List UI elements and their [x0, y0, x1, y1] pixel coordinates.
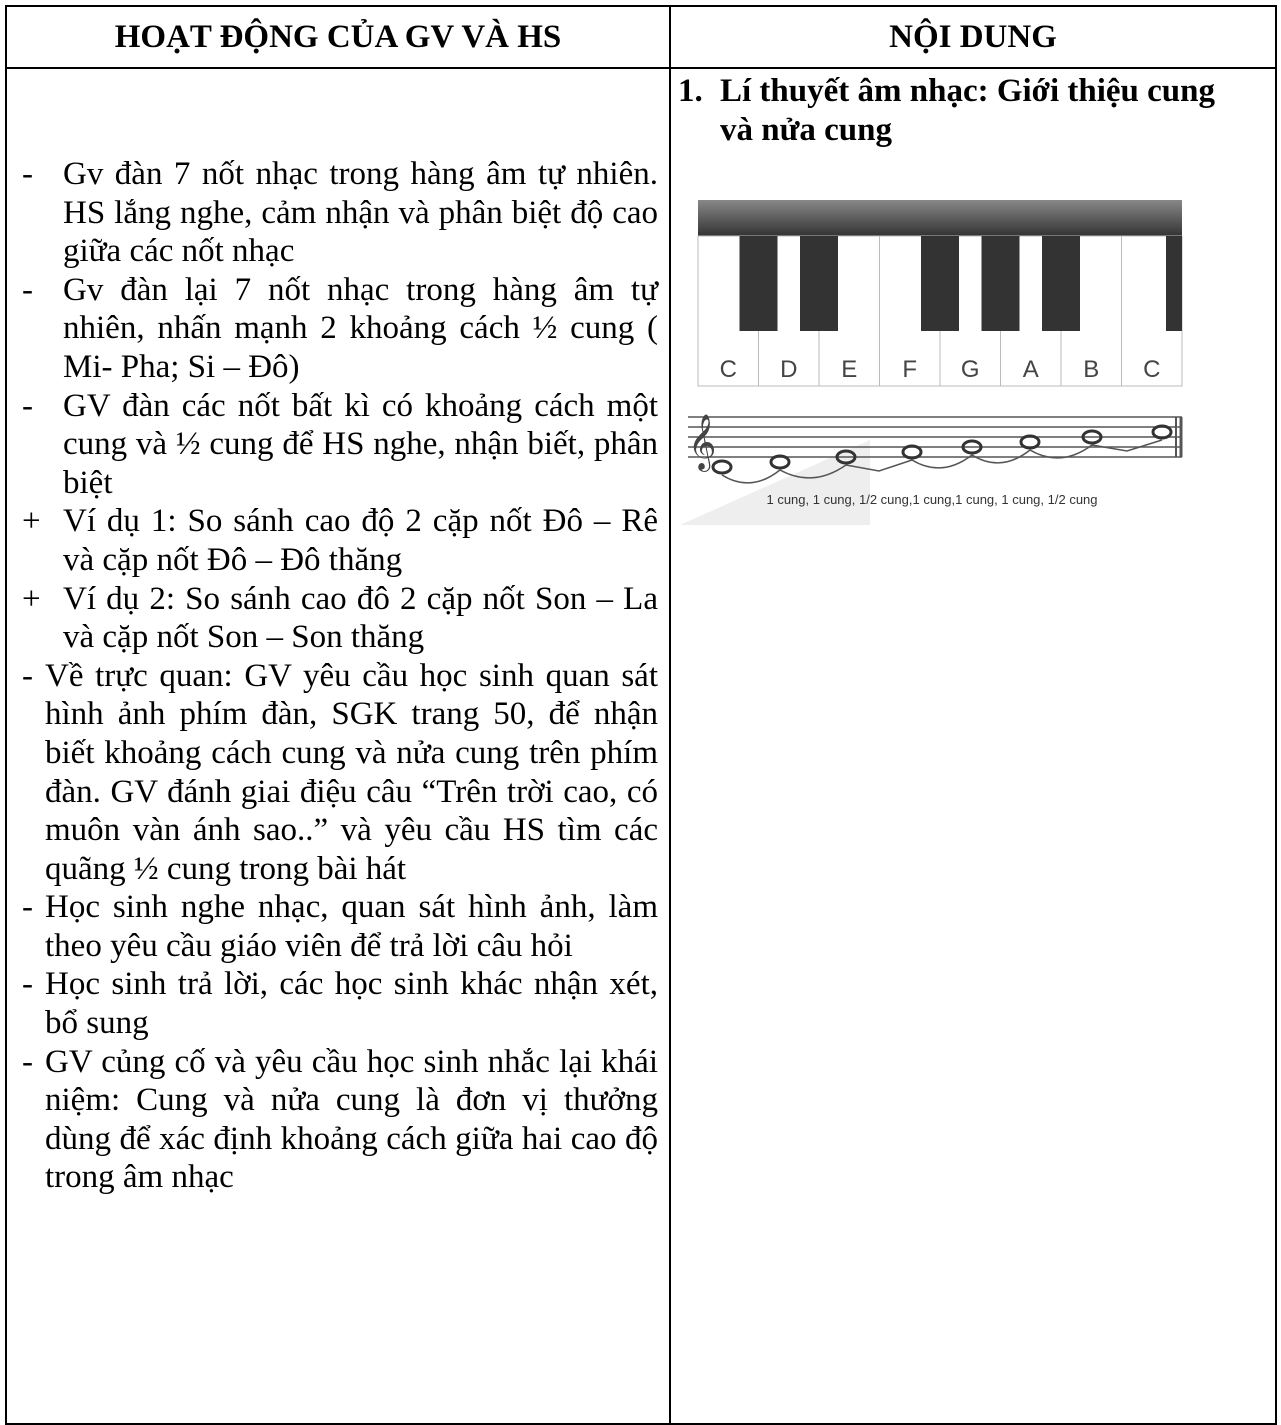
heading-text: Lí thuyết âm nhạc: Giới thiệu cung và nử… — [720, 73, 1215, 148]
note — [835, 449, 857, 465]
column-divider — [669, 7, 671, 1423]
activity-item: - Về trực quan: GV yêu cầu học sinh quan … — [22, 657, 658, 889]
header-left: HOẠT ĐỘNG CỦA GV VÀ HS — [7, 7, 669, 69]
item-marker: - — [22, 1043, 33, 1080]
note — [1081, 429, 1103, 445]
item-marker: - — [22, 657, 33, 694]
activity-item: + Ví dụ 2: So sánh cao đô 2 cặp nốt Son –… — [22, 580, 658, 657]
item-text: Ví dụ 1: So sánh cao độ 2 cặp nốt Đô – R… — [63, 503, 658, 578]
activity-item: - GV củng cố và yêu cầu học sinh nhắc lại… — [22, 1043, 658, 1197]
note — [961, 439, 983, 455]
interval-arc — [845, 459, 913, 472]
item-marker: - — [22, 889, 33, 926]
black-key — [800, 236, 838, 331]
piano-top — [698, 200, 1182, 236]
item-text: GV đàn các nốt bất kì có khoảng cách một… — [63, 387, 658, 501]
key-label: C — [720, 356, 737, 383]
item-text: GV củng cố và yêu cầu học sinh nhắc lại … — [45, 1043, 658, 1196]
item-text: Học sinh nghe nhạc, quan sát hình ảnh, l… — [45, 889, 658, 964]
key-label: D — [780, 356, 797, 383]
key-label: E — [841, 356, 857, 383]
staff-caption: 1 cung, 1 cung, 1/2 cung,1 cung,1 cung, … — [766, 492, 1097, 507]
item-text: Học sinh trả lời, các học sinh khác nhận… — [45, 966, 658, 1042]
note — [901, 444, 923, 460]
item-marker: - — [22, 156, 33, 192]
interval-arc — [721, 469, 781, 484]
key-label: C — [1143, 356, 1160, 383]
note — [1019, 434, 1041, 450]
section-heading: 1. Lí thuyết âm nhạc: Giới thiệu cung và… — [678, 72, 1218, 150]
interval-arc — [1029, 444, 1093, 459]
activity-item: - Học sinh nghe nhạc, quan sát hình ảnh, … — [22, 888, 658, 965]
item-marker: - — [22, 271, 33, 308]
interval-arc — [971, 449, 1031, 464]
key-label: A — [1023, 356, 1039, 383]
key-label: G — [961, 356, 980, 383]
black-key — [921, 236, 959, 331]
interval-arc — [779, 464, 847, 479]
activity-list: - Gv đàn 7 nốt nhạc trong hàng âm tự nhiê… — [22, 155, 658, 1197]
item-text: Ví dụ 2: So sánh cao đô 2 cặp nốt Son – … — [63, 580, 658, 656]
note — [769, 454, 791, 470]
activity-item: + Ví dụ 1: So sánh cao độ 2 cặp nốt Đô – … — [22, 502, 658, 579]
note — [1151, 424, 1173, 440]
item-marker: - — [22, 387, 33, 424]
item-text: Gv đàn 7 nốt nhạc trong hàng âm tự nhiên… — [63, 156, 658, 270]
watermark — [680, 440, 870, 525]
header-right: NỘI DUNG — [671, 7, 1275, 69]
black-key — [981, 236, 1020, 331]
activity-item: - Gv đàn lại 7 nốt nhạc trong hàng âm tự … — [22, 271, 658, 387]
note — [711, 459, 733, 475]
interval-arc — [1091, 439, 1163, 452]
activity-item: - GV đàn các nốt bất kì có khoảng cách mộ… — [22, 387, 658, 503]
activity-item: - Học sinh trả lời, các học sinh khác nhậ… — [22, 965, 658, 1042]
activity-item: - Gv đàn 7 nốt nhạc trong hàng âm tự nhiê… — [22, 155, 658, 271]
key-label: F — [902, 356, 917, 383]
black-key — [1042, 236, 1080, 331]
heading-number: 1. — [678, 73, 703, 109]
interval-arc — [911, 454, 973, 469]
black-key — [739, 236, 778, 331]
item-text: Gv đàn lại 7 nốt nhạc trong hàng âm tự n… — [63, 271, 658, 385]
item-marker: + — [22, 580, 41, 617]
item-text: Về trực quan: GV yêu cầu học sinh quan s… — [45, 657, 658, 887]
item-marker: - — [22, 966, 33, 1003]
key-label: B — [1083, 356, 1099, 383]
black-key — [1166, 236, 1182, 331]
item-marker: + — [22, 503, 41, 540]
clef: 𝄞 — [688, 415, 716, 472]
